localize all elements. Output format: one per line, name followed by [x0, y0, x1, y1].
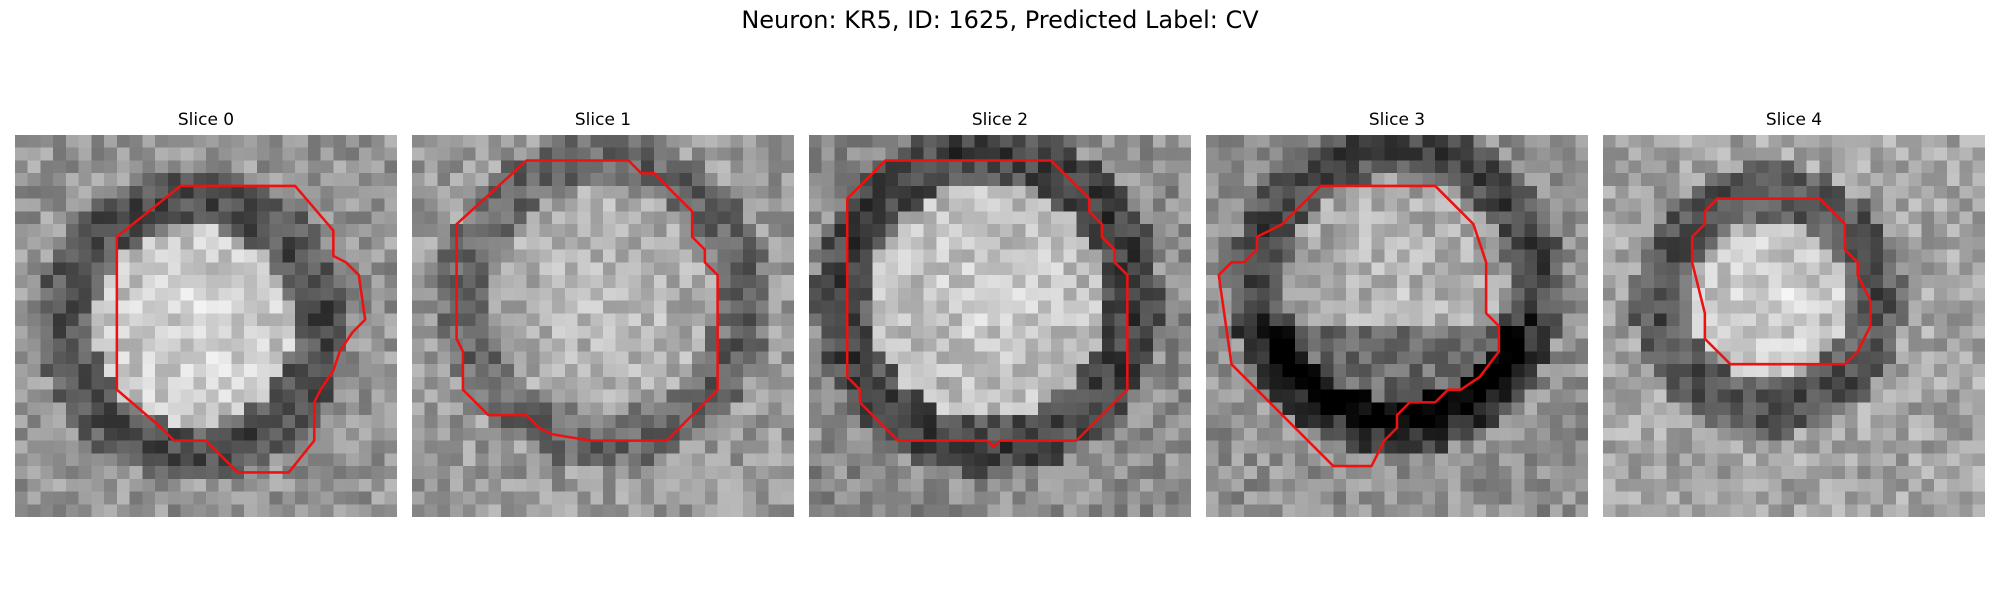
grayscale-micrograph: [1206, 135, 1588, 517]
segmentation-overlay: [845, 159, 1129, 449]
slice-image: [809, 135, 1191, 517]
figure-title: Neuron: KR5, ID: 1625, Predicted Label: …: [741, 6, 1259, 34]
cell-contour: [1217, 184, 1501, 468]
slice-panel-0: Slice 0: [15, 108, 397, 517]
slice-image: [1603, 135, 1985, 517]
slice-panel-4: Slice 4: [1603, 108, 1985, 517]
slice-title: Slice 3: [1368, 110, 1426, 130]
slice-image: [15, 135, 397, 517]
segmentation-overlay: [455, 159, 719, 442]
slice-panel-2: Slice 2: [809, 108, 1191, 517]
segmentation-overlay: [1217, 184, 1501, 468]
slice-title: Slice 2: [971, 110, 1029, 130]
slice-panel-3: Slice 3: [1206, 108, 1588, 517]
slice-panel-1: Slice 1: [412, 108, 794, 517]
slice-image: [1206, 135, 1588, 517]
segmentation-overlay: [115, 184, 367, 474]
slice-image: [412, 135, 794, 517]
slice-title: Slice 4: [1765, 110, 1823, 130]
slice-title: Slice 1: [574, 110, 632, 130]
cell-contour: [845, 159, 1129, 449]
grayscale-micrograph: [15, 135, 397, 517]
cell-contour: [455, 159, 719, 442]
grayscale-micrograph: [412, 135, 794, 517]
cell-contour: [115, 184, 367, 474]
cell-contour: [1690, 197, 1872, 366]
segmentation-overlay: [1690, 197, 1872, 366]
slice-title: Slice 0: [177, 110, 235, 130]
